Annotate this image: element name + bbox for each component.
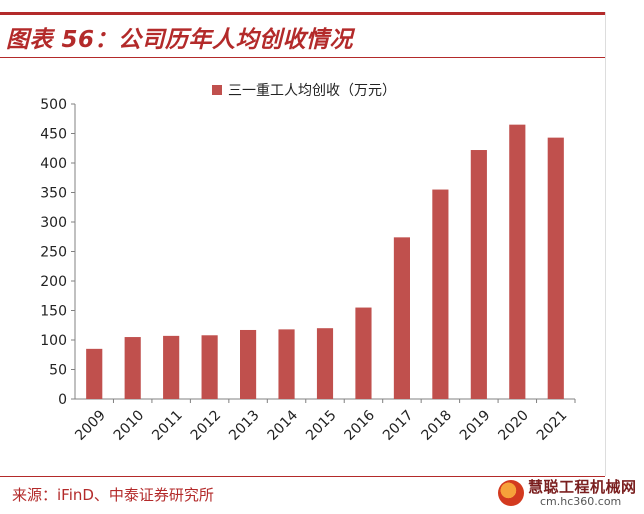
x-tick-label: 2011 <box>149 407 186 444</box>
chart-title: 图表 56：公司历年人均创收情况 <box>6 27 354 53</box>
y-tick-label: 250 <box>40 245 67 261</box>
bar <box>124 337 141 399</box>
bar <box>355 307 372 399</box>
bar <box>163 335 180 399</box>
watermark: 慧聪工程机械网 cm.hc360.com <box>498 476 638 512</box>
x-tick-label: 2014 <box>265 407 302 444</box>
x-tick-label: 2019 <box>457 407 494 444</box>
x-tick-label: 2015 <box>303 407 340 444</box>
bar <box>316 328 334 399</box>
bar <box>86 348 103 399</box>
watermark-site: cm.hc360.com <box>540 495 622 508</box>
x-tick-label: 2009 <box>72 407 109 444</box>
x-tick-label: 2012 <box>188 407 225 444</box>
y-tick-label: 0 <box>58 392 67 408</box>
top-rule <box>0 12 605 15</box>
x-tick-label: 2016 <box>342 407 379 444</box>
bar <box>201 335 218 399</box>
bar <box>240 329 257 399</box>
y-tick-label: 350 <box>40 186 67 202</box>
legend-label: 三一重工人均创收（万元） <box>228 83 396 99</box>
bar <box>393 237 410 399</box>
legend-swatch <box>212 85 222 95</box>
bar <box>547 137 564 399</box>
bottom-rule <box>0 476 605 477</box>
y-tick-label: 200 <box>40 274 67 290</box>
x-tick-label: 2021 <box>534 407 571 444</box>
y-tick-label: 150 <box>40 304 67 320</box>
watermark-logo-icon <box>498 480 524 506</box>
x-tick-label: 2020 <box>495 407 532 444</box>
y-tick-label: 500 <box>40 97 67 113</box>
x-tick-label: 2018 <box>418 407 455 444</box>
right-rule <box>605 12 606 476</box>
bar <box>509 124 526 400</box>
bar <box>278 329 295 399</box>
x-tick-label: 2017 <box>380 407 417 444</box>
x-tick-label: 2010 <box>111 407 148 444</box>
x-tick-label: 2013 <box>226 407 263 444</box>
title-rule <box>0 57 605 58</box>
bar <box>470 150 487 399</box>
watermark-brand: 慧聪工程机械网 <box>528 478 637 496</box>
y-tick-label: 300 <box>40 215 67 231</box>
y-tick-label: 450 <box>40 127 67 143</box>
source-note: 来源：iFinD、中泰证券研究所 <box>12 486 214 504</box>
y-tick-label: 100 <box>40 333 67 349</box>
y-tick-label: 50 <box>49 363 67 379</box>
bar <box>432 189 449 399</box>
y-tick-label: 400 <box>40 156 67 172</box>
